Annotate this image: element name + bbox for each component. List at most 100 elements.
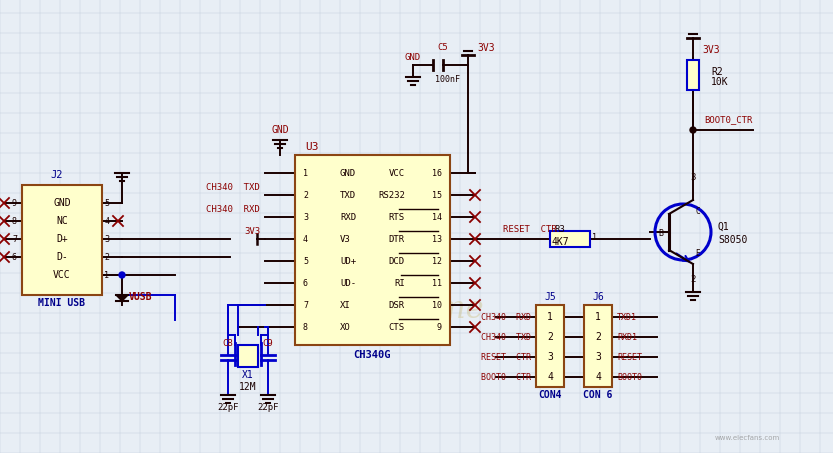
- Text: CH340  TXD: CH340 TXD: [207, 183, 260, 192]
- Text: 1: 1: [547, 312, 553, 322]
- Text: S8050: S8050: [718, 235, 747, 245]
- Text: RI: RI: [394, 279, 405, 288]
- Text: RESET  CTR: RESET CTR: [503, 225, 557, 233]
- Text: VCC: VCC: [389, 169, 405, 178]
- Text: 6: 6: [12, 252, 17, 261]
- Text: R3: R3: [555, 225, 566, 233]
- Circle shape: [119, 272, 125, 278]
- Text: 4: 4: [547, 372, 553, 382]
- Text: RXD: RXD: [340, 212, 357, 222]
- Text: 14: 14: [432, 212, 442, 222]
- Text: BOOT0  CTR: BOOT0 CTR: [481, 372, 531, 381]
- Text: 2: 2: [547, 332, 553, 342]
- Text: CTS: CTS: [389, 323, 405, 332]
- Text: GND: GND: [340, 169, 357, 178]
- Text: DSR: DSR: [389, 300, 405, 309]
- Text: 1: 1: [104, 270, 109, 280]
- Text: 3V3: 3V3: [477, 43, 495, 53]
- Text: 2: 2: [303, 191, 308, 199]
- Text: GND: GND: [53, 198, 71, 208]
- Text: DCD: DCD: [389, 256, 405, 265]
- Text: 3V3: 3V3: [244, 226, 260, 236]
- Text: 1: 1: [303, 169, 308, 178]
- Text: 12: 12: [432, 256, 442, 265]
- Text: RS232: RS232: [378, 191, 405, 199]
- Text: UD-: UD-: [340, 279, 357, 288]
- Text: NC: NC: [56, 216, 67, 226]
- Text: J2: J2: [51, 170, 63, 180]
- Text: 16: 16: [432, 169, 442, 178]
- Text: 15: 15: [432, 191, 442, 199]
- Text: rationme: rationme: [345, 294, 485, 326]
- Text: MINI USB: MINI USB: [38, 298, 86, 308]
- Text: 6: 6: [303, 279, 308, 288]
- Text: V3: V3: [340, 235, 351, 244]
- Text: XO: XO: [340, 323, 351, 332]
- Text: U3: U3: [305, 142, 318, 152]
- Text: CON 6: CON 6: [583, 390, 613, 400]
- Text: 5: 5: [104, 198, 109, 207]
- Polygon shape: [116, 295, 128, 301]
- Text: CH340  TXD: CH340 TXD: [481, 333, 531, 342]
- Text: 2: 2: [595, 332, 601, 342]
- Text: 22pF: 22pF: [257, 403, 279, 411]
- Text: BOOT0_CTR: BOOT0_CTR: [705, 116, 753, 125]
- Bar: [550, 231, 590, 247]
- Bar: [584, 305, 612, 387]
- Text: VUSB: VUSB: [128, 292, 152, 302]
- Text: 3V3: 3V3: [702, 45, 720, 55]
- Text: C5: C5: [437, 43, 448, 53]
- Text: RESET  CTR: RESET CTR: [481, 352, 531, 361]
- Text: 7: 7: [12, 235, 17, 244]
- Text: R2: R2: [711, 67, 723, 77]
- Text: 3: 3: [104, 235, 109, 244]
- Text: 10: 10: [432, 300, 442, 309]
- Text: TXD1: TXD1: [617, 313, 637, 322]
- Bar: [238, 345, 258, 367]
- Text: CON4: CON4: [538, 390, 561, 400]
- Text: 3: 3: [595, 352, 601, 362]
- Text: UD+: UD+: [340, 256, 357, 265]
- Text: 5: 5: [303, 256, 308, 265]
- Text: DTR: DTR: [389, 235, 405, 244]
- Text: 3: 3: [547, 352, 553, 362]
- Text: 3: 3: [691, 173, 696, 183]
- Bar: [536, 305, 564, 387]
- Text: E: E: [696, 250, 701, 259]
- Text: 8: 8: [303, 323, 308, 332]
- Text: 8: 8: [12, 217, 17, 226]
- Text: D+: D+: [56, 234, 67, 244]
- Text: CH340  RXD: CH340 RXD: [481, 313, 531, 322]
- Text: RTS: RTS: [389, 212, 405, 222]
- Text: 4: 4: [595, 372, 601, 382]
- Text: CH340G: CH340G: [353, 350, 391, 360]
- Text: VCC: VCC: [53, 270, 71, 280]
- Text: 100nF: 100nF: [436, 76, 461, 85]
- Bar: [295, 155, 450, 345]
- Text: 13: 13: [432, 235, 442, 244]
- Text: 4: 4: [303, 235, 308, 244]
- Text: XI: XI: [340, 300, 351, 309]
- Text: 12M: 12M: [239, 382, 257, 392]
- Text: 9: 9: [12, 198, 17, 207]
- Text: 1: 1: [592, 232, 597, 241]
- Text: 2: 2: [104, 252, 109, 261]
- Text: CH340  RXD: CH340 RXD: [207, 204, 260, 213]
- Bar: [22, 185, 102, 295]
- Text: 7: 7: [303, 300, 308, 309]
- Text: Q1: Q1: [718, 222, 730, 232]
- Text: C8: C8: [222, 338, 233, 347]
- Text: 2: 2: [691, 275, 696, 284]
- Text: 22pF: 22pF: [217, 403, 239, 411]
- Bar: [687, 60, 699, 90]
- Text: D-: D-: [56, 252, 67, 262]
- Circle shape: [690, 127, 696, 133]
- Text: J5: J5: [544, 292, 556, 302]
- Text: C9: C9: [262, 338, 273, 347]
- Text: RXD1: RXD1: [617, 333, 637, 342]
- Text: 10K: 10K: [711, 77, 729, 87]
- Text: TXD: TXD: [340, 191, 357, 199]
- Text: 11: 11: [432, 279, 442, 288]
- Text: GND: GND: [272, 125, 289, 135]
- Text: www.elecfans.com: www.elecfans.com: [715, 435, 780, 441]
